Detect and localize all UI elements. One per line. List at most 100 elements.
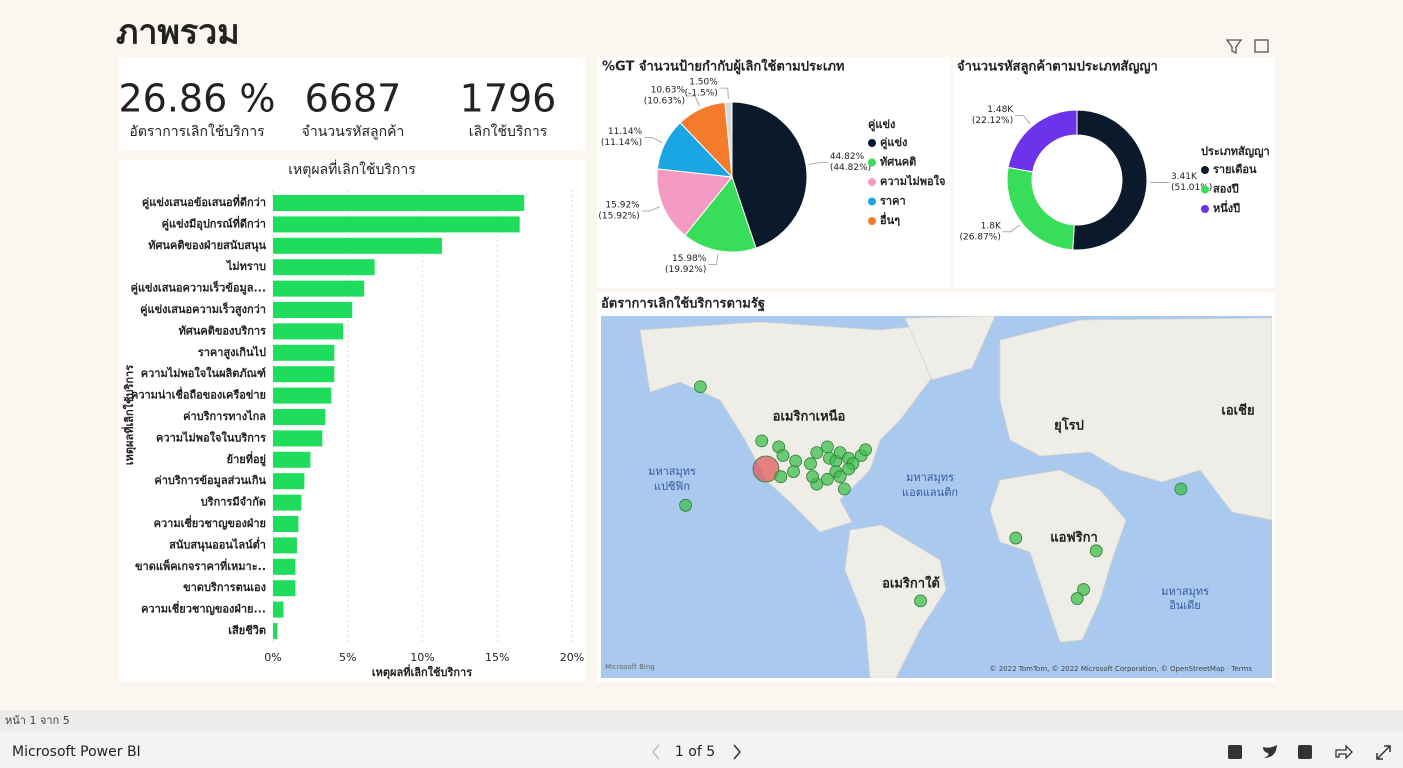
legend-swatch	[868, 158, 876, 167]
legend-label: ทัศนคติ	[880, 156, 916, 169]
bar	[273, 237, 442, 254]
data-label: (51.01%)	[1171, 183, 1212, 193]
map-point	[774, 470, 788, 484]
land-africa	[989, 469, 1127, 643]
footer-bar	[0, 732, 1403, 768]
status-text: หน้า 1 จาก 5	[5, 714, 70, 727]
x-tick-label: 15%	[485, 651, 509, 664]
data-label: (26.87%)	[960, 232, 1001, 242]
map-point	[810, 446, 824, 460]
map[interactable]: อเมริกาเหนือ ยุโรป เอเชีย แอฟริกา อเมริก…	[601, 316, 1272, 678]
leader-line	[687, 95, 700, 107]
ocean-label: มหาสมุทร	[1161, 585, 1209, 598]
map-label: อเมริกาเหนือ	[773, 409, 846, 425]
legend-label: สองปี	[1213, 183, 1239, 196]
legend-swatch	[868, 217, 876, 225]
data-label: 15.92%	[605, 200, 640, 210]
kpi-value: 6687	[305, 77, 402, 121]
map-point	[837, 482, 851, 496]
fullscreen-icon[interactable]	[1376, 745, 1391, 760]
y-tick-label: คู่แข่งเสนอความเร็วสูงกว่า	[140, 302, 266, 317]
linkedin-icon[interactable]	[1298, 745, 1312, 759]
bar	[273, 473, 305, 490]
legend-label: อื่นๆ	[880, 212, 901, 227]
map-point	[820, 472, 834, 486]
y-tick-label: ทัศนคติของฝ่ายสนับสนุน	[148, 239, 266, 253]
ocean-label: มหาสมุทร	[906, 471, 954, 484]
y-tick-label: ขาดแพ็คเกจราคาที่เหมาะ..	[135, 558, 266, 573]
y-tick-label: คู่แข่งเสนอข้อเสนอที่ดีกว่า	[142, 194, 266, 210]
legend-title: คู่แข่ง	[868, 118, 895, 132]
legend-swatch	[868, 197, 876, 206]
visual-header	[1225, 39, 1269, 55]
focus-icon[interactable]	[1254, 39, 1269, 53]
share-icons	[1228, 744, 1391, 760]
share-icon[interactable]	[1335, 744, 1353, 760]
data-label: (15.92%)	[598, 211, 639, 221]
legend-label: ราคา	[880, 195, 906, 208]
facebook-icon[interactable]	[1228, 745, 1242, 759]
bar	[273, 216, 520, 233]
land-eurasia	[999, 317, 1272, 521]
map-point	[789, 454, 803, 468]
map-point	[1077, 583, 1090, 596]
y-tick-label: ความเชี่ยวชาญของฝ่าย...	[141, 601, 266, 616]
legend-swatch	[868, 178, 876, 186]
map-point	[806, 470, 819, 484]
y-tick-label: ขาดบริการตนเอง	[183, 581, 266, 594]
ocean-label: อินเดีย	[1169, 599, 1201, 612]
y-tick-label: ราคาสูงเกินไป	[198, 345, 266, 360]
data-label: (19.92%)	[665, 265, 706, 275]
y-tick-label: ความน่าเชื่อถือของเครือข่าย	[131, 387, 266, 402]
map-label: อเมริกาใต้	[882, 575, 940, 592]
twitter-icon[interactable]	[1263, 745, 1277, 758]
y-tick-label: เสียชีวิต	[228, 624, 266, 637]
kpi-label: จำนวนรหัสลูกค้า	[302, 124, 405, 140]
data-label: (-1.5%)	[685, 89, 718, 99]
y-tick-label: คู่แข่งเสนอความเร็วข้อมูล...	[131, 281, 266, 296]
kpi-label: อัตราการเลิกใช้บริการ	[129, 123, 265, 140]
legend-swatch	[868, 139, 876, 147]
map-labels: อเมริกาเหนือ ยุโรป เอเชีย แอฟริกา อเมริก…	[605, 403, 1255, 674]
data-label: 11.14%	[608, 127, 643, 137]
leader-line	[641, 206, 661, 212]
data-label: 15.98%	[672, 254, 707, 264]
data-label: 1.50%	[689, 78, 718, 88]
map-label: แอฟริกา	[1050, 531, 1098, 546]
data-label: (22.12%)	[972, 116, 1013, 126]
prev-page[interactable]	[652, 744, 660, 760]
legend-label: คู่แข่ง	[880, 136, 907, 150]
bar	[273, 494, 302, 511]
map-points	[679, 380, 1188, 608]
legend-label: ความไม่พอใจ	[880, 174, 945, 188]
map-point	[859, 443, 872, 457]
x-tick-label: 0%	[264, 651, 281, 664]
slice	[731, 101, 808, 249]
bar	[273, 623, 278, 639]
chart-title: จำนวนรหัสลูกค้าตามประเภทสัญญา	[957, 59, 1158, 75]
legend-label: รายเดือน	[1213, 163, 1257, 176]
bar	[273, 344, 335, 361]
chart-title: %GT จำนวนป้ายกำกับผู้เลิกใช้ตามประเภท	[602, 58, 845, 75]
legend-swatch	[1201, 185, 1209, 194]
filter-icon[interactable]	[1225, 39, 1243, 55]
data-label: 44.82%	[830, 152, 865, 162]
leader-line	[719, 87, 729, 100]
map-point	[833, 470, 847, 484]
kpi-card	[119, 58, 585, 150]
leader-line	[644, 137, 663, 143]
next-page[interactable]	[733, 744, 741, 760]
y-tick-label: บริการมีจำกัด	[201, 496, 266, 509]
y-tick-label: ความไม่พอใจในบริการ	[156, 430, 266, 444]
kpi-value: 1796	[460, 77, 557, 121]
bar	[273, 259, 375, 276]
data-label: 1.8K	[981, 221, 1002, 231]
data-label: 10.63%	[651, 86, 686, 96]
kpis: 26.86 % อัตราการเลิกใช้บริการ 6687 จำนวน…	[119, 77, 557, 141]
slice	[724, 101, 733, 178]
data-label: 1.48K	[987, 105, 1014, 115]
data-label: (11.14%)	[601, 138, 642, 148]
map-point	[1089, 544, 1103, 558]
bar	[273, 537, 297, 554]
